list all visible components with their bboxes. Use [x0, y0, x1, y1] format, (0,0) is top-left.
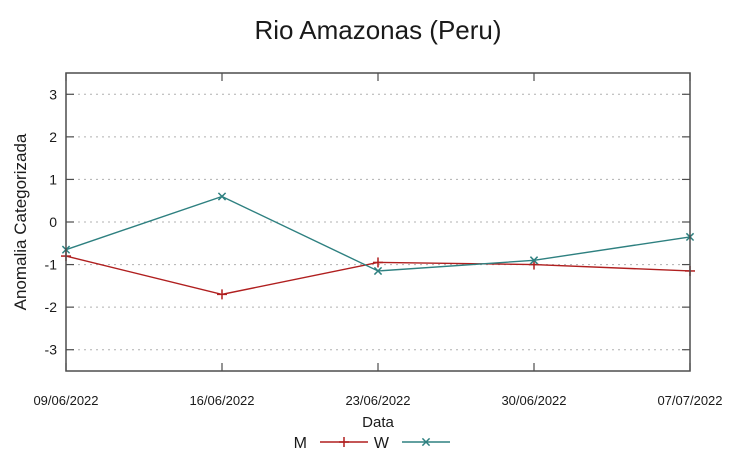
marker-cross-icon — [217, 192, 227, 201]
legend-marker-cross-icon — [421, 437, 431, 447]
plot-border-rect — [65, 72, 691, 372]
y-tick-label: -2 — [45, 299, 58, 315]
x-tick-label: 16/06/2022 — [189, 393, 254, 408]
x-axis-label: Data — [362, 414, 394, 431]
y-tick-label: 3 — [49, 86, 57, 102]
gridlines — [66, 93, 690, 351]
tick-labels: -3 -2 -1 0 1 2 3 09/06/2022 16/06/2022 23/06/2022… — [33, 86, 722, 408]
x-tick-label: 09/06/2022 — [33, 393, 98, 408]
plot-border — [65, 72, 691, 372]
y-tick-label: -1 — [45, 257, 58, 273]
x-tick-label: 30/06/2022 — [501, 393, 566, 408]
legend-label-w: W — [374, 435, 390, 452]
x-tick-label: 23/06/2022 — [345, 393, 410, 408]
x-tick-label: 07/07/2022 — [657, 393, 722, 408]
marker-cross-icon — [529, 256, 539, 265]
data-series — [61, 192, 695, 300]
legend-label-m: M — [294, 435, 307, 452]
y-axis-label: Anomalia Categorizada — [11, 133, 30, 310]
y-tick-label: 1 — [49, 171, 57, 187]
y-tick-label: 2 — [49, 129, 57, 145]
y-tick-label: 0 — [49, 214, 57, 230]
marker-cross-icon — [373, 266, 383, 276]
chart-title: Rio Amazonas (Peru) — [254, 15, 501, 45]
y-tick-label: -3 — [45, 342, 58, 358]
